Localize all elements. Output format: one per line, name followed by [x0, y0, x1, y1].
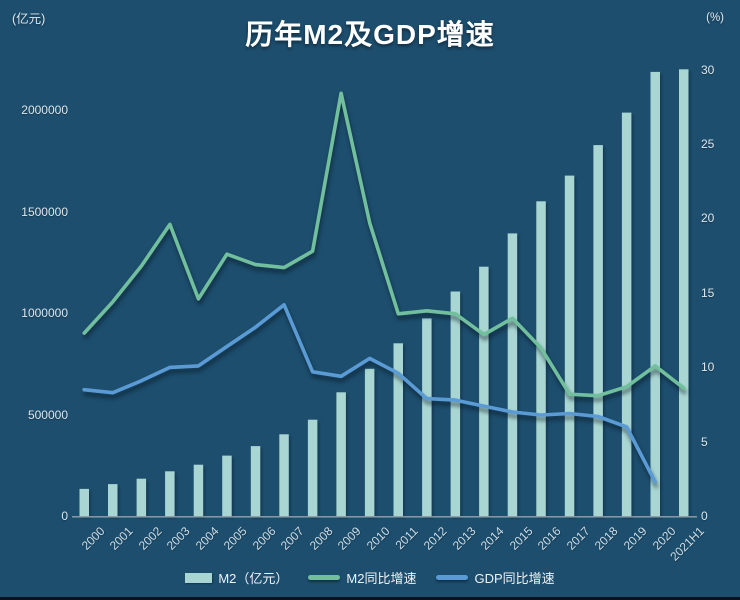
right-axis-unit-label: (%) — [706, 12, 724, 24]
bar-m2 — [621, 112, 632, 517]
bar-m2 — [336, 392, 346, 517]
bar-m2 — [193, 464, 204, 517]
left-axis-tick-label: 2000000 — [21, 102, 68, 117]
bar-m2 — [450, 291, 461, 517]
bar-m2 — [222, 455, 232, 517]
legend-item-m2: M2（亿元） — [185, 568, 288, 587]
bar-m2 — [108, 484, 118, 517]
legend-item-gdp-growth: GDP同比增速 — [436, 568, 555, 587]
chart-title: 历年M2及GDP增速 — [245, 19, 495, 50]
legend-label-m2: M2（亿元） — [218, 571, 289, 586]
legend-swatch-gdp-growth-line — [436, 575, 469, 580]
left-axis-tick-label: 1500000 — [21, 204, 68, 219]
window-bottom-edge — [0, 597, 740, 600]
bar-m2 — [593, 145, 603, 517]
bar-m2 — [422, 318, 432, 517]
left-axis-tick-label: 500000 — [27, 407, 68, 422]
bar-m2 — [507, 233, 518, 517]
line-gdp-growth — [82, 302, 658, 484]
left-axis-unit-label: (亿元) — [12, 12, 46, 26]
right-axis-tick-label: 30 — [701, 62, 715, 77]
bar-m2 — [564, 175, 575, 517]
legend-label-m2-growth: M2同比增速 — [346, 571, 417, 586]
bar-m2 — [136, 478, 147, 517]
left-axis-tick-label: 0 — [61, 509, 68, 524]
bar-m2 — [250, 446, 261, 517]
right-axis-tick-label: 20 — [701, 211, 715, 226]
bar-m2 — [393, 343, 403, 517]
right-axis-tick-label: 15 — [701, 285, 715, 300]
legend: M2（亿元） M2同比增速 GDP同比增速 — [0, 568, 740, 587]
line-m2-growth — [82, 91, 686, 398]
left-axis-tick-label: 1000000 — [21, 306, 68, 321]
bar-m2 — [536, 201, 546, 517]
legend-swatch-m2-bar — [185, 572, 213, 583]
bar-m2 — [364, 368, 375, 517]
right-axis-tick-label: 25 — [701, 136, 715, 151]
bar-m2 — [650, 71, 660, 517]
right-axis-tick-label: 0 — [701, 509, 708, 524]
right-axis-tick-label: 5 — [701, 434, 708, 449]
bar-m2 — [279, 434, 289, 517]
right-axis-tick-label: 10 — [701, 360, 715, 375]
bar-m2 — [307, 419, 318, 517]
legend-label-gdp-growth: GDP同比增速 — [474, 571, 555, 586]
bar-m2 — [679, 69, 689, 517]
legend-swatch-m2-growth-line — [308, 575, 341, 580]
bar-m2 — [79, 488, 89, 517]
legend-item-m2-growth: M2同比增速 — [308, 568, 416, 587]
bar-m2 — [165, 471, 175, 517]
bar-m2 — [479, 266, 489, 517]
